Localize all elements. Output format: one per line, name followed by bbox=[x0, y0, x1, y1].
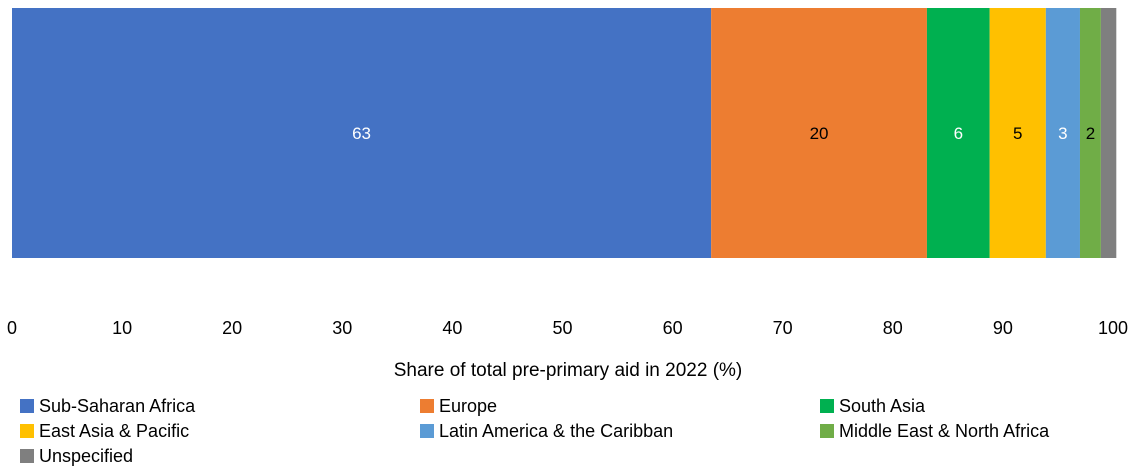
legend: Sub-Saharan Africa Europe South Asia East A… bbox=[20, 396, 1050, 466]
legend-swatch bbox=[20, 399, 34, 413]
x-axis-tick-labels: 0 10 20 30 40 50 60 70 80 90 100 bbox=[7, 318, 1128, 338]
data-labels: 63 20 6 5 3 2 bbox=[352, 124, 1095, 143]
x-tick-label-0: 0 bbox=[7, 318, 17, 338]
legend-label: Middle East & North Africa bbox=[839, 421, 1050, 441]
bar-segment-south-asia bbox=[926, 8, 990, 258]
legend-label: Europe bbox=[439, 396, 497, 416]
x-tick-label-100: 100 bbox=[1098, 318, 1128, 338]
legend-item-europe: Europe bbox=[420, 396, 497, 416]
legend-swatch bbox=[420, 399, 434, 413]
x-tick-label-20: 20 bbox=[222, 318, 242, 338]
bar-segment-middle-east-and-north-africa bbox=[1079, 8, 1101, 258]
legend-item-latin-america-and-the-caribban: Latin America & the Caribban bbox=[420, 421, 673, 441]
legend-item-south-asia: South Asia bbox=[820, 396, 926, 416]
x-tick-label-50: 50 bbox=[552, 318, 572, 338]
legend-item-unspecified: Unspecified bbox=[20, 446, 133, 466]
legend-label: Unspecified bbox=[39, 446, 133, 466]
data-label-middle-east-and-north-africa: 2 bbox=[1086, 124, 1095, 143]
x-tick-label-70: 70 bbox=[773, 318, 793, 338]
data-label-east-asia-and-pacific: 5 bbox=[1013, 124, 1022, 143]
bar-segment-unspecified bbox=[1100, 8, 1117, 258]
legend-swatch bbox=[20, 449, 34, 463]
x-tick-label-80: 80 bbox=[883, 318, 903, 338]
data-label-latin-america-and-the-caribban: 3 bbox=[1058, 124, 1067, 143]
legend-swatch bbox=[820, 399, 834, 413]
legend-swatch bbox=[20, 424, 34, 438]
x-axis-title: Share of total pre-primary aid in 2022 (… bbox=[394, 360, 743, 381]
bar-segment-latin-america-and-the-caribban bbox=[1045, 8, 1080, 258]
bar-segment-sub-saharan-africa bbox=[12, 8, 712, 258]
bar-segments bbox=[12, 8, 1117, 258]
legend-label: Sub-Saharan Africa bbox=[39, 396, 196, 416]
x-tick-label-60: 60 bbox=[663, 318, 683, 338]
data-label-south-asia: 6 bbox=[954, 124, 963, 143]
bar-segment-east-asia-and-pacific bbox=[989, 8, 1046, 258]
data-label-europe: 20 bbox=[810, 124, 829, 143]
legend-swatch bbox=[820, 424, 834, 438]
x-tick-label-30: 30 bbox=[332, 318, 352, 338]
bar-segment-europe bbox=[711, 8, 927, 258]
data-label-sub-saharan-africa: 63 bbox=[352, 124, 371, 143]
legend-label: East Asia & Pacific bbox=[39, 421, 189, 441]
legend-label: Latin America & the Caribban bbox=[439, 421, 673, 441]
x-tick-label-10: 10 bbox=[112, 318, 132, 338]
legend-label: South Asia bbox=[839, 396, 926, 416]
legend-swatch bbox=[420, 424, 434, 438]
legend-item-east-asia-and-pacific: East Asia & Pacific bbox=[20, 421, 189, 441]
legend-item-sub-saharan-africa: Sub-Saharan Africa bbox=[20, 396, 196, 416]
legend-item-middle-east-and-north-africa: Middle East & North Africa bbox=[820, 421, 1050, 441]
x-tick-label-40: 40 bbox=[442, 318, 462, 338]
x-tick-label-90: 90 bbox=[993, 318, 1013, 338]
